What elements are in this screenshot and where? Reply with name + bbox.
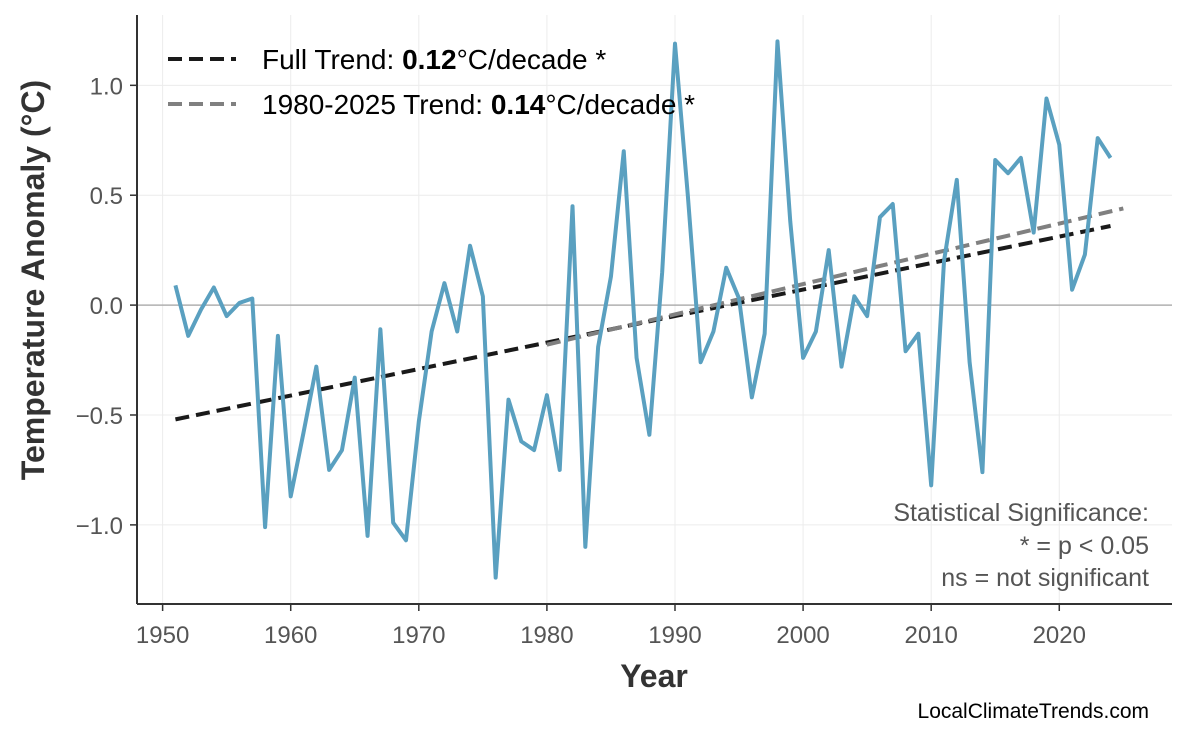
y-tick-label: −0.5 — [76, 403, 123, 430]
x-tick-label: 1970 — [392, 622, 445, 649]
watermark: LocalClimateTrends.com — [918, 700, 1149, 723]
y-tick-label: 0.0 — [90, 293, 123, 320]
significance-title: Statistical Significance: — [893, 499, 1149, 527]
x-tick-label: 1960 — [264, 622, 317, 649]
series — [175, 41, 1110, 577]
significance-ns: ns = not significant — [941, 564, 1149, 592]
x-tick-label: 2000 — [776, 622, 829, 649]
y-tick-label: 1.0 — [90, 73, 123, 100]
legend-label-full-trend: Full Trend: 0.12°C/decade * — [262, 44, 606, 75]
x-axis-label: Year — [620, 658, 688, 694]
y-tick-label: −1.0 — [76, 513, 123, 540]
x-tick-label: 2020 — [1033, 622, 1086, 649]
x-tick-label: 1990 — [648, 622, 701, 649]
y-tick-label: 0.5 — [90, 183, 123, 210]
x-tick-label: 1980 — [520, 622, 573, 649]
x-tick-label: 2010 — [904, 622, 957, 649]
y-axis-label: Temperature Anomaly (°C) — [15, 80, 51, 480]
x-tick-label: 1950 — [136, 622, 189, 649]
significance-star: * = p < 0.05 — [1020, 532, 1149, 560]
series-line — [175, 41, 1110, 577]
legend-label-recent-trend: 1980-2025 Trend: 0.14°C/decade * — [262, 89, 695, 120]
legend: Full Trend: 0.12°C/decade * 1980-2025 Tr… — [168, 44, 695, 120]
